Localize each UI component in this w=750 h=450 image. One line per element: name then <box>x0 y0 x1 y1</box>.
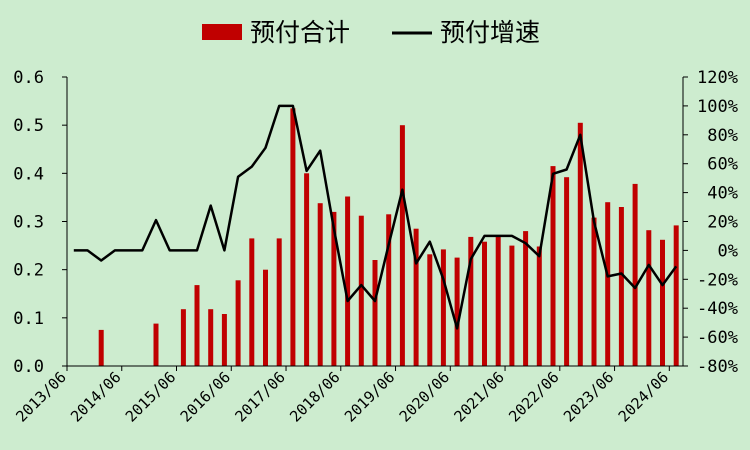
x-tick-label: 2023/06 <box>560 368 617 425</box>
right-tick-label: 60% <box>707 155 738 175</box>
bar <box>221 314 227 366</box>
bar <box>482 241 487 366</box>
x-tick-label: 2019/06 <box>341 368 398 425</box>
bar <box>454 257 460 366</box>
left-tick-label: 0.5 <box>13 116 44 136</box>
bar <box>605 202 611 366</box>
right-tick-label: 20% <box>707 213 738 233</box>
bar <box>153 323 159 366</box>
right-tick-label: 80% <box>707 126 738 146</box>
right-tick-label: 100% <box>697 97 738 117</box>
bar <box>660 239 665 366</box>
bar <box>290 108 296 367</box>
bar <box>208 309 214 366</box>
bar <box>618 207 624 366</box>
x-axis-ticks: 2013/062014/062015/062016/062017/062018/… <box>12 366 672 426</box>
bar <box>98 329 104 366</box>
right-tick-label: 120% <box>697 68 738 88</box>
bar <box>673 225 679 366</box>
bar <box>577 122 583 366</box>
legend-bar-label: 预付合计 <box>250 18 350 47</box>
bar <box>646 230 652 366</box>
left-tick-label: 0.3 <box>13 213 44 233</box>
bar <box>536 246 542 366</box>
left-tick-label: 0.0 <box>13 357 44 377</box>
left-axis-ticks: 0.0 0.1 0.2 0.3 0.4 0.5 0.6 <box>13 68 67 377</box>
bar <box>263 269 268 366</box>
right-axis-ticks: -80% -60% -40% -20% 0% 20% 40% 60% 80% 100% 120% <box>683 68 738 377</box>
right-tick-label: 40% <box>707 184 738 204</box>
bar-series <box>98 108 679 367</box>
right-tick-label: -60% <box>697 328 738 348</box>
bar <box>358 215 364 366</box>
bar <box>317 203 323 366</box>
bar <box>180 309 186 366</box>
left-tick-label: 0.6 <box>13 68 44 88</box>
right-tick-label: -40% <box>697 299 738 319</box>
x-tick-label: 2015/06 <box>122 368 179 425</box>
bar <box>509 245 515 366</box>
bar <box>523 231 529 366</box>
right-tick-label: -20% <box>697 270 738 290</box>
bar <box>304 173 310 366</box>
bar <box>372 260 378 366</box>
bar <box>399 125 405 366</box>
legend: 预付合计 预付增速 <box>202 18 540 47</box>
x-tick-label: 2017/06 <box>231 368 288 425</box>
x-tick-label: 2018/06 <box>286 368 343 425</box>
bar <box>413 228 419 366</box>
x-tick-label: 2022/06 <box>505 368 562 425</box>
left-tick-label: 0.4 <box>13 164 44 184</box>
legend-line-label: 预付增速 <box>440 18 540 47</box>
bar <box>235 280 241 366</box>
bar <box>550 166 556 366</box>
x-tick-label: 2024/06 <box>615 368 672 425</box>
bar <box>276 238 282 366</box>
x-tick-label: 2016/06 <box>177 368 234 425</box>
bar <box>440 249 446 366</box>
bar <box>194 285 200 366</box>
x-tick-label: 2020/06 <box>396 368 453 425</box>
bar <box>591 217 597 366</box>
bar <box>427 254 433 366</box>
bar <box>345 196 351 366</box>
legend-bar-swatch <box>202 24 242 40</box>
right-tick-label: -80% <box>697 357 738 377</box>
bar <box>386 214 392 366</box>
bar <box>468 236 474 366</box>
x-tick-label: 2014/06 <box>67 368 124 425</box>
left-tick-label: 0.2 <box>13 261 44 281</box>
bar <box>249 238 255 366</box>
right-tick-label: 0% <box>718 241 738 261</box>
left-tick-label: 0.1 <box>13 309 44 329</box>
bar <box>632 183 638 366</box>
bar <box>495 236 501 366</box>
bar <box>564 177 570 366</box>
x-tick-label: 2021/06 <box>450 368 507 425</box>
bar <box>331 211 337 366</box>
growth-line <box>73 104 678 330</box>
line-series <box>73 104 678 330</box>
